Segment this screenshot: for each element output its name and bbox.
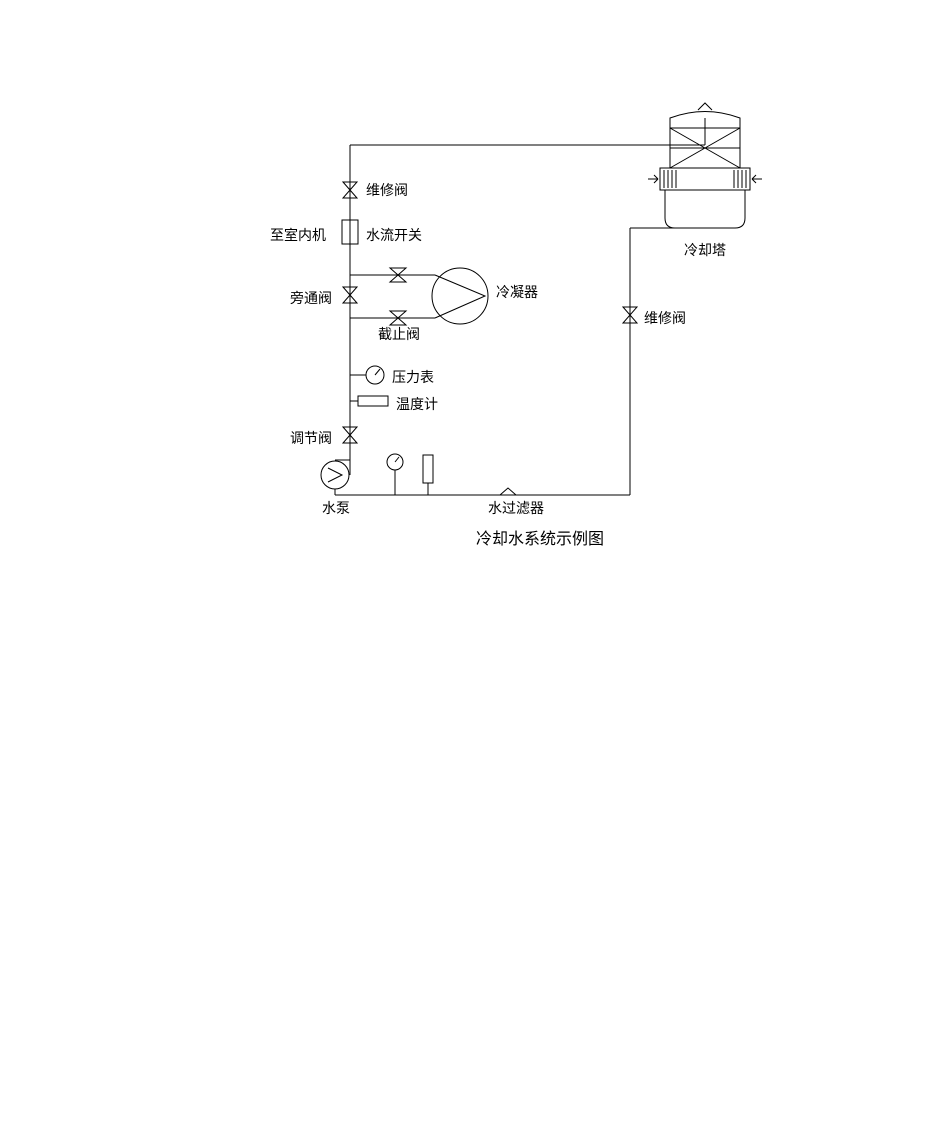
pressure-gauge-label: 压力表 [392, 367, 434, 387]
maintenance-valve-2-label: 维修阀 [644, 308, 686, 328]
pump-icon [321, 443, 350, 495]
water-filter-label: 水过滤器 [488, 498, 544, 518]
cooling-water-system-diagram: 维修阀 至室内机 水流开关 旁通阀 冷凝器 截止阀 压力表 温度计 调节阀 水泵… [280, 100, 800, 560]
condenser-label: 冷凝器 [496, 282, 538, 302]
condenser-icon [432, 268, 488, 324]
thermometer-label: 温度计 [396, 394, 438, 414]
thermometer-2-icon [423, 455, 433, 495]
pressure-gauge-icon [350, 366, 384, 384]
to-indoor-unit-label: 至室内机 [270, 225, 326, 245]
diagram-title: 冷却水系统示例图 [430, 525, 650, 549]
bypass-valve-label: 旁通阀 [290, 288, 332, 308]
water-filter-icon [500, 488, 516, 495]
thermometer-icon [350, 396, 388, 406]
regulating-valve-label: 调节阀 [290, 428, 332, 448]
pump-label: 水泵 [322, 498, 350, 518]
diagram-svg [280, 100, 800, 530]
pressure-gauge-2-icon [387, 454, 403, 495]
stop-valve-label: 截止阀 [378, 324, 420, 344]
cooling-tower-label: 冷却塔 [684, 240, 726, 260]
flow-switch-label: 水流开关 [366, 225, 422, 245]
maintenance-valve-label: 维修阀 [366, 180, 408, 200]
